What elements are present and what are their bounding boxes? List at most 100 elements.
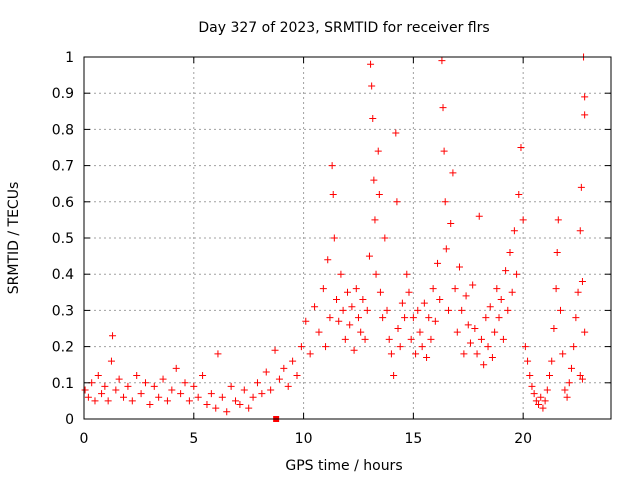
data-point [81, 386, 89, 394]
data-point [486, 303, 494, 311]
data-point [163, 397, 171, 405]
data-point [550, 325, 558, 332]
data-point [488, 353, 496, 361]
data-point [383, 306, 391, 314]
data-point [365, 252, 373, 260]
data-point [181, 379, 189, 387]
data-point [441, 198, 449, 206]
data-point [409, 314, 417, 322]
y-tick-label: 0.7 [52, 159, 74, 175]
data-point [578, 277, 586, 285]
data-point [337, 270, 345, 278]
data-point [284, 382, 292, 390]
data-point [124, 382, 132, 390]
data-point [372, 270, 380, 278]
data-point [532, 397, 540, 405]
data-point [565, 379, 573, 387]
data-point [253, 379, 261, 387]
data-point [477, 335, 485, 343]
y-tick-label: 0.4 [52, 267, 74, 283]
data-point [539, 404, 547, 412]
data-point [185, 397, 193, 405]
data-point [306, 350, 314, 358]
data-point [194, 393, 202, 401]
y-tick-label: 1 [65, 50, 74, 66]
data-point [333, 296, 341, 304]
data-point [460, 350, 468, 358]
data-point [159, 375, 167, 383]
data-point [297, 343, 305, 351]
data-point [368, 82, 376, 90]
data-point [115, 375, 123, 383]
data-point [394, 325, 402, 332]
data-point [262, 368, 270, 376]
x-tick-label: 20 [514, 431, 532, 447]
data-point [517, 144, 525, 151]
data-point [440, 147, 448, 155]
data-point [240, 386, 248, 394]
axis-ticks [83, 56, 611, 420]
data-point [381, 234, 389, 242]
y-tick-label: 0.3 [52, 303, 74, 319]
data-point [480, 361, 488, 369]
x-tick-label: 15 [404, 431, 422, 447]
data-point [267, 386, 275, 394]
data-point [429, 285, 437, 293]
data-point [577, 183, 585, 191]
data-points [81, 53, 589, 416]
data-point [346, 321, 354, 329]
y-tick-labels: 0 0.1 0.2 0.3 0.4 0.5 0.6 0.7 0.8 0.9 1 [52, 50, 74, 428]
data-point [554, 216, 562, 224]
data-point [491, 328, 499, 336]
data-point [354, 314, 362, 322]
data-point [535, 401, 543, 409]
data-point [249, 393, 257, 401]
data-point [322, 343, 330, 351]
data-point [407, 335, 415, 343]
data-point [484, 343, 492, 351]
data-point [506, 248, 514, 256]
data-point [190, 382, 198, 390]
y-axis-label: SRMTID / TECUs [6, 182, 22, 295]
data-point [385, 335, 393, 343]
data-point [344, 288, 351, 296]
data-point [471, 325, 479, 332]
data-point [275, 375, 283, 383]
data-point [168, 386, 176, 394]
data-point [326, 314, 334, 322]
data-point [207, 390, 215, 398]
data-point [576, 372, 584, 380]
data-point [455, 263, 463, 271]
data-point [350, 346, 358, 354]
y-tick-label: 0.5 [52, 231, 74, 247]
data-point [223, 408, 231, 416]
data-point [513, 270, 521, 278]
data-point [530, 390, 538, 398]
data-point [495, 314, 503, 322]
data-point [502, 267, 510, 275]
y-tick-label: 0.9 [52, 86, 74, 102]
data-point [475, 212, 483, 220]
data-point [98, 390, 106, 398]
data-point [379, 314, 387, 322]
data-point [203, 401, 211, 409]
data-point [493, 285, 501, 293]
data-point [150, 382, 158, 390]
data-point [328, 162, 336, 170]
data-point [280, 364, 288, 372]
data-point [212, 404, 220, 412]
data-point [245, 404, 253, 412]
data-point [524, 357, 532, 365]
data-point [447, 220, 455, 228]
data-point [528, 382, 536, 390]
data-point [405, 288, 413, 296]
y-tick-label: 0.6 [52, 195, 74, 211]
data-point [348, 303, 356, 311]
data-point [376, 288, 384, 296]
data-point [561, 386, 569, 394]
y-tick-label: 0.2 [52, 340, 74, 356]
data-point [214, 350, 222, 358]
data-point [401, 314, 409, 322]
x-tick-label: 5 [189, 431, 198, 447]
